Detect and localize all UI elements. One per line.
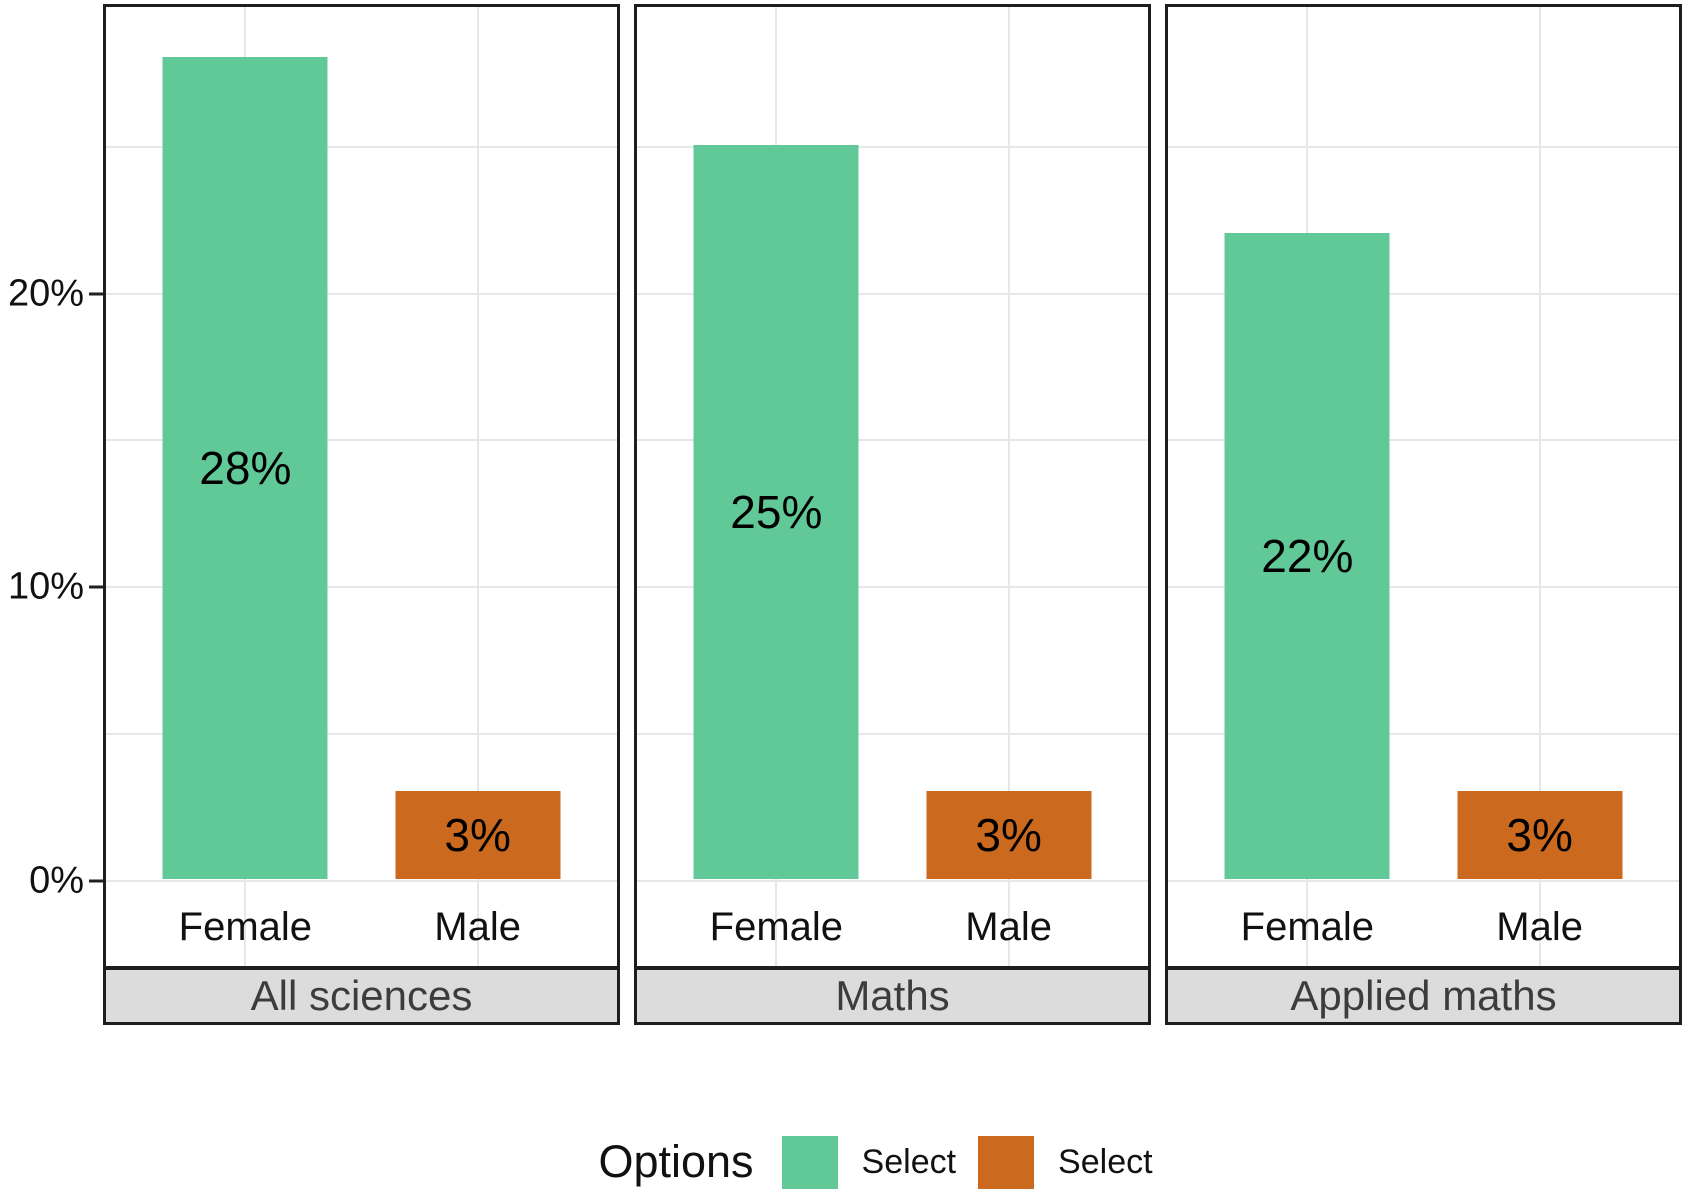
gridline-horizontal (637, 586, 1148, 589)
plot-panel: 28% Female 3% Male (103, 4, 620, 970)
facet-panels: 28% Female 3% Male All sciences 25% Female 3% Ma… (103, 4, 1682, 1025)
bar-value-label: 3% (444, 808, 511, 861)
gridline-horizontal (1168, 145, 1679, 148)
y-tick-mark (89, 879, 103, 883)
x-category-label: Female (178, 905, 313, 950)
bar-value-label: 3% (975, 808, 1042, 861)
bar-value-label: 28% (199, 441, 292, 494)
y-tick-mark (89, 292, 103, 296)
y-tick-label: 20% (7, 272, 84, 315)
gridline-vertical (476, 7, 479, 967)
bar-value-label: 22% (1261, 529, 1354, 582)
gridline-horizontal (637, 733, 1148, 736)
facet-strip: All sciences (103, 968, 620, 1025)
legend-label: Select (861, 1142, 957, 1181)
x-category-label: Female (1240, 905, 1375, 950)
bar-female: 22% (1224, 232, 1390, 880)
facet-strip-label: Maths (835, 972, 950, 1020)
bar-value-label: 25% (730, 485, 823, 538)
y-tick-mark (89, 585, 103, 589)
legend-swatch-orange (978, 1135, 1035, 1189)
legend-label: Select (1058, 1142, 1153, 1181)
legend-title: Options (598, 1136, 754, 1187)
gridline-horizontal (1168, 880, 1679, 882)
gridline-horizontal (637, 145, 1148, 148)
x-category-label: Male (434, 905, 521, 950)
gridline-horizontal (1168, 586, 1679, 589)
legend-key-select-orange: Select (978, 1135, 1153, 1189)
x-category-label: Male (965, 905, 1052, 950)
bar-female: 28% (162, 56, 328, 880)
legend-key-select-green: Select (781, 1135, 957, 1189)
gridline-horizontal (637, 880, 1148, 882)
gridline-horizontal (1168, 733, 1679, 736)
gridline-horizontal (106, 586, 617, 589)
bar-female: 25% (693, 144, 859, 880)
facet: 25% Female 3% Male Maths (634, 4, 1151, 1025)
facet-strip-label: All sciences (250, 972, 473, 1020)
plot-panel: 25% Female 3% Male (634, 4, 1151, 970)
bar-value-label: 3% (1506, 808, 1573, 861)
bar-male: 3% (395, 790, 561, 880)
legend: Options Select Select (30, 1130, 1691, 1194)
y-tick-label: 10% (7, 565, 84, 608)
gridline-horizontal (637, 292, 1148, 295)
bar-male: 3% (1457, 790, 1623, 880)
facet: 22% Female 3% Male Applied maths (1165, 4, 1682, 1025)
gridline-vertical (1538, 7, 1541, 967)
bar-male: 3% (926, 790, 1092, 880)
y-tick-label: 0% (29, 859, 84, 902)
gridline-horizontal (1168, 439, 1679, 442)
gridline-horizontal (106, 145, 617, 148)
gridline-horizontal (106, 880, 617, 882)
facet-strip: Maths (634, 968, 1151, 1025)
gridline-horizontal (1168, 292, 1679, 295)
facet-strip-label: Applied maths (1290, 972, 1557, 1020)
gridline-horizontal (106, 292, 617, 295)
gridline-horizontal (106, 733, 617, 736)
x-category-label: Male (1496, 905, 1583, 950)
x-category-label: Female (709, 905, 844, 950)
y-axis: 0% 10% 20% (0, 0, 103, 1030)
plot-panel: 22% Female 3% Male (1165, 4, 1682, 970)
legend-swatch-green (781, 1135, 838, 1189)
gridline-horizontal (106, 439, 617, 442)
gridline-vertical (1007, 7, 1010, 967)
facet: 28% Female 3% Male All sciences (103, 4, 620, 1025)
facet-strip: Applied maths (1165, 968, 1682, 1025)
gridline-horizontal (637, 439, 1148, 442)
